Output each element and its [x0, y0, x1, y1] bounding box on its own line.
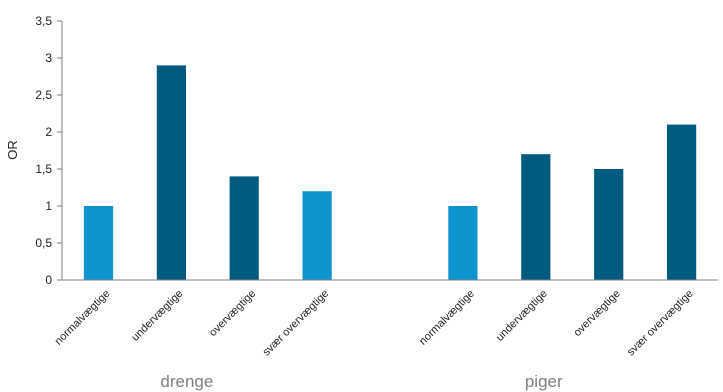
y-tick-label: 2 — [45, 125, 52, 139]
category-label: normalvægtige — [417, 288, 477, 348]
bar — [83, 206, 114, 280]
category-label: overvægtige — [207, 288, 258, 339]
group-label: piger — [525, 372, 563, 391]
category-label: undervægtige — [129, 288, 185, 344]
group-labels: drenge piger — [160, 372, 563, 391]
bar — [229, 176, 259, 280]
y-tick-label: 2,5 — [35, 88, 52, 102]
y-tick-label: 1 — [45, 199, 52, 213]
y-tick-label: 1,5 — [35, 162, 52, 176]
bar — [594, 169, 624, 280]
bar — [302, 191, 332, 280]
y-axis-label: OR — [5, 140, 20, 160]
category-label: overvægtige — [571, 288, 622, 339]
y-axis-ticks: 0 0,5 1 1,5 2 2,5 3 3,5 — [35, 14, 62, 287]
bar — [156, 65, 186, 281]
y-tick-label: 0,5 — [35, 236, 52, 250]
group-label: drenge — [160, 372, 213, 391]
category-label: svær overvægtige — [625, 288, 696, 359]
bars — [83, 65, 697, 281]
axes — [61, 21, 718, 281]
y-tick-label: 3 — [45, 51, 52, 65]
category-label: svær overvægtige — [260, 288, 331, 359]
y-tick-label: 0 — [45, 273, 52, 287]
bar — [521, 154, 551, 280]
category-labels: normalvægtige undervægtige overvægtige svær… — [53, 288, 696, 359]
y-tick-label: 3,5 — [35, 14, 52, 28]
bar — [448, 206, 478, 280]
category-label: undervægtige — [494, 288, 550, 344]
category-label: normalvægtige — [53, 288, 113, 348]
bar — [667, 124, 697, 280]
